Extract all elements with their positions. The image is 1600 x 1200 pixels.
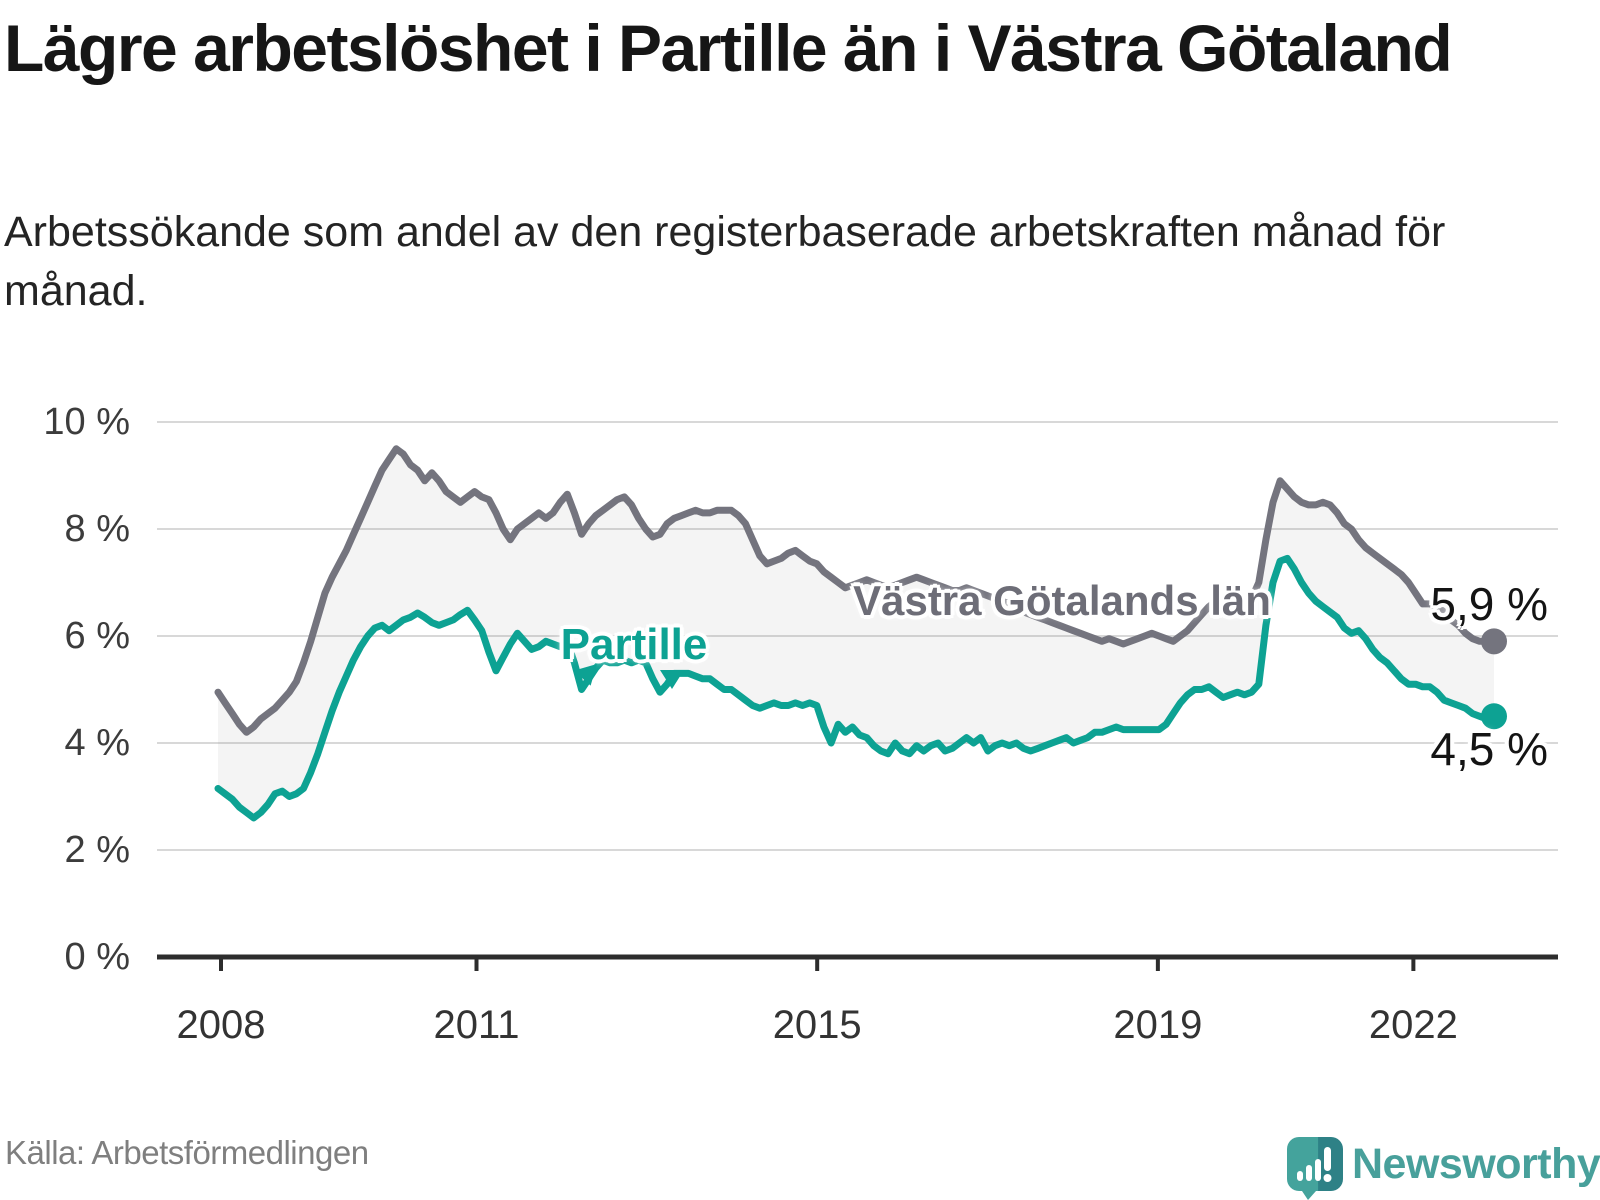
end-value-vastra-gotalands-lan: 5,9 % xyxy=(1430,578,1548,630)
series-line-vastra-gotalands-lan xyxy=(214,445,1498,736)
x-tick-label: 2019 xyxy=(1113,1003,1203,1047)
series-end-dot-vastra-gotalands-lan xyxy=(1481,628,1507,655)
area-between-series xyxy=(218,448,1494,818)
exclamation-dot xyxy=(1323,1174,1332,1182)
series-label-vastra-gotalands-lan: Västra Götalands län xyxy=(853,577,1271,624)
chart-subtitle: Arbetssökande som andel av den registerb… xyxy=(4,208,1446,316)
brand-name: Newsworthy xyxy=(1352,1140,1600,1188)
bar-chart-glyph xyxy=(1297,1147,1332,1182)
line-chart xyxy=(157,421,1558,971)
series-line-partille xyxy=(214,554,1498,822)
x-tick-label: 2015 xyxy=(772,1003,862,1047)
x-tick-label: 2008 xyxy=(176,1003,266,1047)
y-tick-label: 10 % xyxy=(43,401,130,443)
y-tick-label: 0 % xyxy=(64,936,130,978)
x-tick-label: 2011 xyxy=(433,1003,520,1047)
series-end-dot-partille xyxy=(1481,703,1507,730)
y-tick-label: 6 % xyxy=(64,615,130,657)
y-tick-label: 4 % xyxy=(64,722,130,764)
page-title: Lägre arbetslöshet i Partille än i Västr… xyxy=(4,11,1453,85)
newsworthy-logo-icon xyxy=(1287,1137,1343,1200)
x-axis xyxy=(157,954,1558,971)
gridlines xyxy=(157,421,1558,851)
y-tick-label: 8 % xyxy=(64,508,130,550)
y-tick-label: 2 % xyxy=(64,829,130,871)
series-label-partille: Partille xyxy=(560,620,708,669)
source-caption: Källa: Arbetsförmedlingen xyxy=(5,1134,369,1171)
x-tick-label: 2022 xyxy=(1368,1003,1458,1047)
partille-arrow-down-icon xyxy=(660,670,684,689)
exclamation-bar xyxy=(1324,1147,1331,1171)
end-value-partille: 4,5 % xyxy=(1430,723,1548,775)
